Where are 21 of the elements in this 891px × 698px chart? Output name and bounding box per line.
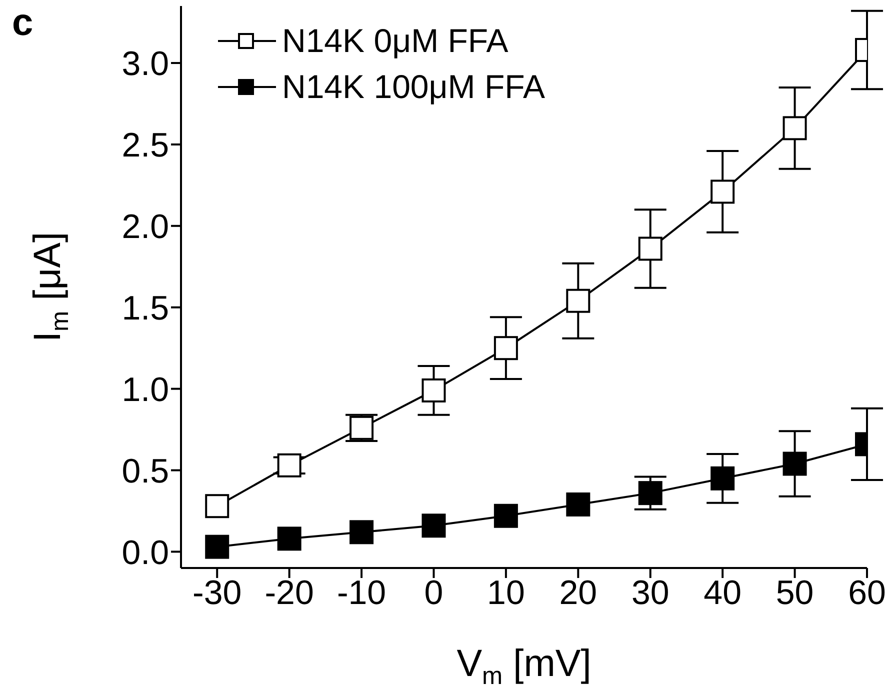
x-tick-label: 60 (848, 574, 886, 612)
x-tick-label: 30 (631, 574, 670, 612)
y-tick-label: 0.0 (122, 534, 169, 572)
y-tick-label: 1.0 (122, 370, 169, 409)
y-tick-label: 3.0 (122, 45, 169, 84)
x-tick-label: 10 (487, 574, 525, 612)
chart-title: c (12, 2, 34, 45)
x-axis-title: V$_{m}$ [mV] (456, 643, 592, 690)
y-tick-label: 2.0 (122, 208, 169, 246)
x-tick-label: -20 (264, 574, 314, 612)
x-tick-label: 40 (704, 574, 742, 612)
legend-label: N14K 100μM FFA (282, 68, 545, 106)
x-tick-label: 50 (776, 574, 814, 612)
x-tick-label: 20 (559, 574, 598, 612)
x-tick-label: -30 (192, 574, 242, 612)
x-tick-label: 0 (424, 574, 444, 612)
y-tick-label: 1.5 (122, 289, 169, 328)
y-tick-label: 0.5 (122, 452, 169, 490)
x-tick-label: -10 (336, 574, 386, 612)
y-tick-label: 2.5 (122, 126, 169, 165)
legend-label: N14K 0μM FFA (282, 22, 508, 60)
